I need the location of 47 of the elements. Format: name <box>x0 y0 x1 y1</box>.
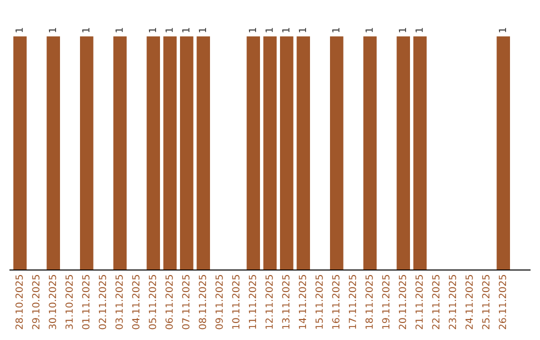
data-label: 1 <box>498 28 506 32</box>
data-label: 1 <box>248 28 256 32</box>
x-tick-label: 28.10.2025 <box>15 275 23 330</box>
x-tick-label: 07.11.2025 <box>182 275 190 330</box>
data-label: 1 <box>416 28 423 32</box>
x-tick-label: 12.11.2025 <box>265 275 273 329</box>
x-tick-label: 13.11.2025 <box>282 275 290 329</box>
data-label: 1 <box>332 28 340 32</box>
x-tick-label: 15.11.2025 <box>315 275 323 329</box>
x-tick-label: 06.11.2025 <box>165 275 173 330</box>
x-tick-label: 08.11.2025 <box>198 275 206 330</box>
data-label: 1 <box>48 28 56 32</box>
data-label: 1 <box>116 28 123 32</box>
x-tick-label: 02.11.2025 <box>98 275 106 330</box>
x-tick-label: 11.11.2025 <box>248 275 256 329</box>
x-tick-label: 03.11.2025 <box>115 275 123 330</box>
x-tick-label: 09.11.2025 <box>215 275 223 330</box>
x-tick-label: 14.11.2025 <box>298 275 306 329</box>
x-tick-label: 16.11.2025 <box>332 275 340 329</box>
x-tick-label: 23.11.2025 <box>448 275 456 330</box>
x-tick-label: 05.11.2025 <box>148 275 156 330</box>
x-tick-label: 31.10.2025 <box>65 275 73 330</box>
x-tick-label: 19.11.2025 <box>382 275 390 329</box>
x-tick-label: 22.11.2025 <box>432 275 440 330</box>
x-tick-label: 30.10.2025 <box>48 275 56 330</box>
x-tick-label: 25.11.2025 <box>482 275 490 330</box>
x-tick-label: 18.11.2025 <box>365 275 373 329</box>
data-label: 1 <box>266 28 273 32</box>
data-label: 1 <box>366 28 373 32</box>
data-label: 1 <box>182 28 190 32</box>
data-label: 1 <box>148 28 156 32</box>
x-tick-label: 10.11.2025 <box>232 275 240 329</box>
data-label: 1 <box>16 28 23 32</box>
x-tick-label: 24.11.2025 <box>465 275 473 330</box>
x-tick-label: 29.10.2025 <box>32 275 40 330</box>
data-label: 1 <box>282 28 290 32</box>
data-label: 1 <box>398 28 406 32</box>
data-label: 1 <box>166 28 173 32</box>
data-label: 1 <box>198 28 206 32</box>
data-label: 1 <box>298 28 306 32</box>
x-tick-label: 20.11.2025 <box>398 275 406 330</box>
x-tick-label: 21.11.2025 <box>415 275 423 330</box>
x-tick-label: 04.11.2025 <box>132 275 140 330</box>
data-label: 1 <box>82 28 90 32</box>
x-tick-label: 26.11.2025 <box>498 275 506 330</box>
x-tick-label: 01.11.2025 <box>82 275 90 330</box>
x-tick-label: 17.11.2025 <box>348 275 356 329</box>
